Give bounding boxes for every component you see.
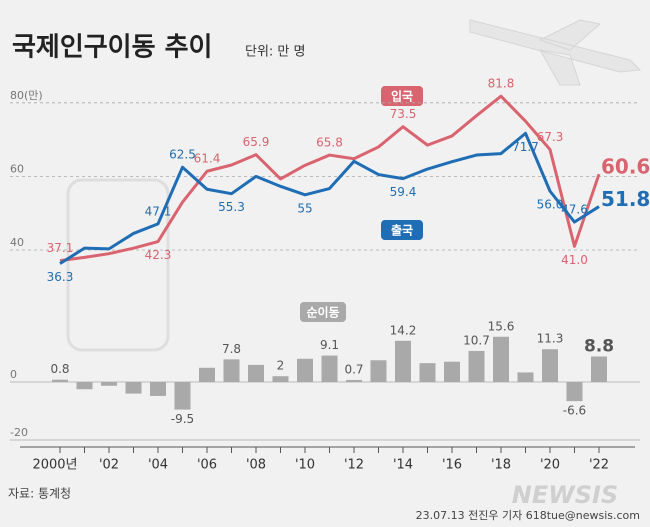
- data-label: 65.8: [316, 136, 343, 150]
- data-label: 7.8: [222, 342, 241, 356]
- bar: [517, 372, 534, 382]
- bar: [52, 379, 68, 382]
- airplane: [469, 19, 642, 86]
- decoration: [66, 19, 642, 352]
- data-label: 42.3: [145, 248, 172, 262]
- data-label: 14.2: [390, 323, 417, 337]
- data-label: 10.7: [463, 333, 490, 347]
- data-label: 60.6: [601, 155, 650, 179]
- bar: [542, 349, 558, 382]
- data-label: -9.5: [171, 412, 194, 426]
- bar: [444, 361, 460, 382]
- bar: [566, 382, 583, 402]
- x-tick-label: '22: [589, 458, 609, 473]
- data-label: 2: [277, 359, 285, 373]
- bar: [395, 340, 411, 382]
- x-tick-label: '10: [295, 458, 315, 473]
- x-tick-label: '14: [393, 458, 413, 473]
- x-tick-label: '06: [197, 458, 217, 473]
- y-tick-label: -20: [10, 426, 28, 439]
- data-label: 8.8: [584, 336, 614, 356]
- x-tick-label: '16: [442, 458, 462, 473]
- x-tick-label: '20: [540, 458, 560, 473]
- bar: [174, 382, 191, 410]
- data-label: 55: [297, 201, 312, 215]
- data-label: 81.8: [488, 77, 515, 91]
- data-label: 59.4: [390, 185, 417, 199]
- legend-label: 출국: [391, 223, 413, 238]
- data-label: 56.0: [537, 198, 564, 212]
- title: 국제인구이동 추이: [12, 33, 212, 63]
- bar: [370, 360, 387, 382]
- credit: 23.07.13 전진우 기자 618tue@newsis.com: [416, 509, 640, 522]
- bar: [223, 359, 240, 382]
- bar: [125, 382, 142, 394]
- bar: [248, 364, 264, 382]
- bar: [199, 367, 215, 382]
- x-tick-label: '04: [148, 458, 168, 473]
- data-label: 41.0: [561, 253, 588, 267]
- data-label: 9.1: [320, 338, 339, 352]
- y-tick-label: 0: [10, 368, 17, 381]
- data-label: -6.6: [563, 404, 586, 418]
- watermark: NEWSIS: [512, 481, 618, 509]
- data-label: 65.9: [243, 135, 270, 149]
- data-label: 47.6: [561, 203, 588, 217]
- bar: [297, 358, 313, 382]
- bar: [321, 355, 338, 382]
- data-label: 36.3: [47, 270, 74, 284]
- legend-label: 순이동: [306, 305, 339, 320]
- bar: [150, 382, 166, 396]
- data-label: 0.7: [344, 362, 363, 376]
- line: [59, 94, 601, 263]
- legend-label: 입국: [391, 90, 413, 104]
- data-label: 37.1: [47, 241, 74, 255]
- bar: [591, 356, 607, 382]
- bar: [419, 363, 436, 382]
- data-label: 61.4: [194, 152, 221, 166]
- y-tick-label: 40: [10, 236, 24, 249]
- unit: 단위: 만 명: [245, 45, 306, 60]
- x-tick-label: '12: [344, 458, 364, 473]
- source: 자료: 통계청: [8, 487, 71, 501]
- line: [59, 131, 600, 265]
- data-label: 15.6: [488, 319, 515, 333]
- y-tick-label: 80(만): [10, 89, 43, 102]
- data-label: 0.8: [50, 362, 69, 376]
- data-label: 47.1: [145, 204, 172, 218]
- suitcase: [66, 178, 170, 352]
- data-label: 51.8: [601, 187, 650, 211]
- bar: [101, 382, 117, 386]
- legend-box: [300, 302, 346, 322]
- x-tick-label: '18: [491, 458, 511, 473]
- legend-box: [381, 220, 423, 240]
- x-tick-label: 2000년: [32, 458, 77, 473]
- x-tick-label: '08: [246, 458, 266, 473]
- bar: [468, 350, 485, 382]
- y-tick-label: 60: [10, 162, 24, 175]
- data-label: 55.3: [218, 200, 245, 214]
- bar: [272, 376, 289, 382]
- data-label: 67.3: [537, 130, 564, 144]
- legend-box: [381, 86, 423, 106]
- bar: [76, 382, 93, 390]
- data-label: 11.3: [537, 332, 564, 346]
- bar: [346, 379, 362, 382]
- data-label: 71.7: [512, 140, 539, 154]
- data-label: 73.5: [390, 107, 417, 121]
- bar: [493, 336, 509, 382]
- data-label: 62.5: [169, 148, 196, 162]
- x-tick-label: '02: [99, 458, 119, 473]
